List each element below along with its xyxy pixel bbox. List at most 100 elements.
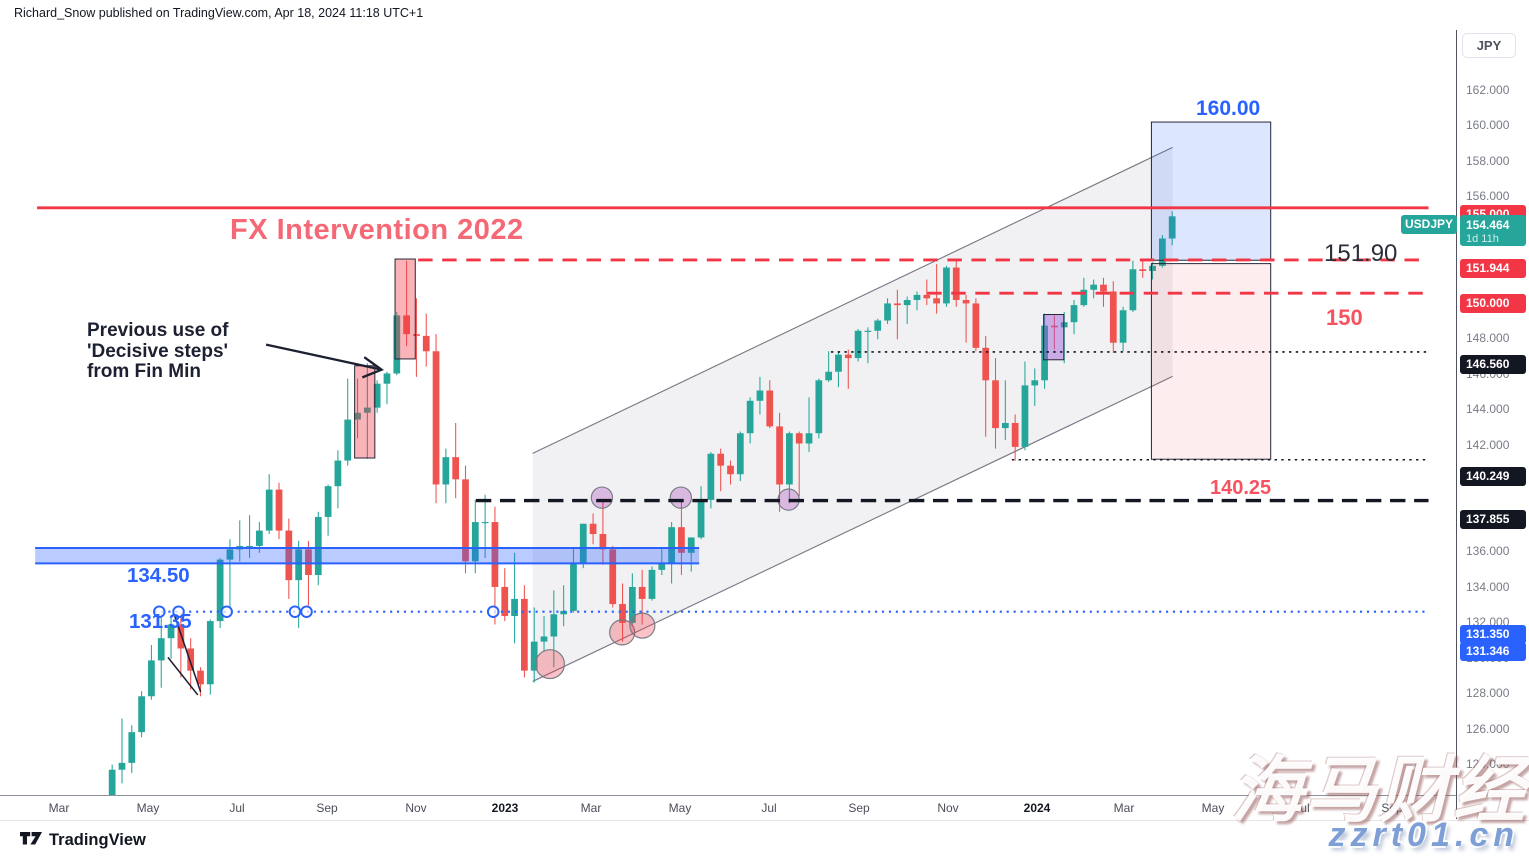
level-15190-label[interactable]: 151.90: [1324, 240, 1398, 267]
candle: [884, 298, 891, 324]
candle: [913, 291, 921, 311]
line-anchor-point[interactable]: [172, 605, 185, 618]
purple-circle-marker[interactable]: [590, 486, 614, 509]
line-anchor-point[interactable]: [486, 605, 500, 618]
candle-body: [1031, 380, 1039, 386]
fx-intervention-label[interactable]: FX Intervention 2022: [230, 214, 524, 246]
candle: [717, 448, 725, 492]
watermark-chinese: 海马财经: [1230, 751, 1527, 831]
band-13450-label[interactable]: 134.50: [127, 564, 190, 587]
pink-circle-marker[interactable]: [609, 619, 636, 646]
symbol-tag: USDJPY: [1401, 215, 1457, 235]
candle-body: [462, 479, 469, 562]
price-tick: 128.000: [1466, 686, 1510, 700]
candle-body: [746, 400, 754, 434]
highlight-jan-2024[interactable]: [1043, 314, 1065, 361]
candle: [462, 465, 469, 574]
candle-body: [864, 330, 872, 332]
candle: [540, 615, 548, 652]
decisive-steps-note[interactable]: Previous use of 'Decisive steps' from Fi…: [87, 320, 229, 382]
candle: [521, 585, 528, 678]
candle: [1090, 279, 1098, 299]
annotation-arrow[interactable]: [265, 343, 382, 371]
candle-body: [982, 347, 990, 381]
candle: [373, 380, 381, 413]
price-tick: 162.000: [1466, 82, 1510, 97]
candle: [805, 397, 813, 453]
candle: [619, 583, 626, 642]
candle: [766, 380, 774, 429]
candle-body: [442, 457, 450, 485]
candle: [1168, 211, 1176, 246]
price-scale[interactable]: 162.000160.000158.000156.000148.000146.0…: [1456, 30, 1529, 819]
candle-body: [540, 636, 548, 642]
highlight-sep-2022[interactable]: [354, 365, 376, 459]
flag-channel-line[interactable]: [167, 656, 199, 696]
chart-canvas[interactable]: [0, 30, 1456, 795]
candle: [275, 482, 283, 540]
time-tick: 2024: [1023, 801, 1051, 815]
price-tick: 144.000: [1466, 402, 1510, 416]
candle: [864, 327, 872, 364]
price-scale-label: 131.350: [1460, 625, 1526, 645]
candle-body: [148, 660, 155, 697]
pink-circle-marker[interactable]: [534, 649, 565, 680]
price-tick: 156.000: [1466, 189, 1510, 203]
candle: [206, 619, 214, 695]
time-tick: Nov: [405, 801, 427, 815]
trend-channel-upper-line[interactable]: [532, 146, 1173, 454]
price-tick: 126.000: [1466, 721, 1510, 736]
line-anchor-point[interactable]: [220, 605, 233, 618]
candle-body: [844, 354, 852, 359]
target-box-160[interactable]: [1150, 121, 1272, 261]
candle: [854, 329, 862, 362]
candle: [148, 645, 155, 700]
candle: [776, 412, 783, 512]
candle: [727, 460, 734, 485]
pink-circle-marker[interactable]: [629, 612, 656, 639]
candle: [403, 260, 410, 347]
candle: [1031, 368, 1039, 406]
candle: [795, 431, 803, 497]
candle-body: [1021, 385, 1029, 447]
currency-toggle-button[interactable]: JPY: [1462, 33, 1516, 58]
candle: [1149, 262, 1156, 280]
trend-channel-fill[interactable]: [532, 147, 1173, 682]
candle: [1051, 315, 1058, 350]
candle: [746, 397, 754, 444]
level-150-label[interactable]: 150: [1326, 305, 1363, 330]
candle-body: [354, 412, 361, 420]
candle: [923, 279, 931, 306]
candle: [638, 569, 646, 625]
level-14025-label[interactable]: 140.25: [1210, 477, 1272, 499]
candle-body: [275, 489, 283, 531]
candle-body: [1129, 269, 1137, 311]
candle-body: [933, 298, 940, 304]
line-anchor-point[interactable]: [288, 605, 302, 618]
candle: [305, 540, 312, 606]
candle: [825, 351, 833, 382]
candle: [285, 518, 293, 599]
candle: [1158, 235, 1166, 268]
candle-body: [687, 537, 695, 553]
flag-channel-line[interactable]: [173, 615, 202, 693]
candle-body: [413, 334, 420, 336]
tradingview-logo-icon: [20, 828, 42, 853]
line-13135-label[interactable]: 131.35: [129, 610, 192, 633]
candle: [344, 378, 352, 466]
highlight-oct-2022[interactable]: [394, 258, 416, 360]
line-anchor-point[interactable]: [300, 605, 313, 618]
purple-circle-marker[interactable]: [669, 486, 693, 509]
candle-body: [530, 641, 538, 671]
candle: [982, 335, 990, 437]
tradingview-logo[interactable]: TradingView: [20, 828, 146, 853]
candle-body: [1070, 305, 1078, 323]
line-anchor-point[interactable]: [153, 605, 166, 618]
target-160-label[interactable]: 160.00: [1196, 97, 1261, 120]
candle: [246, 515, 253, 558]
support-band-134-50[interactable]: [35, 548, 700, 564]
time-scale[interactable]: Mar May Jul Sep Nov 2023 Mar May Jul Sep Nov 2024 Ma…: [0, 795, 1529, 821]
risk-box-140-25[interactable]: [1150, 263, 1272, 460]
trend-channel-lower-line[interactable]: [532, 375, 1173, 682]
candle-body: [1100, 284, 1107, 292]
